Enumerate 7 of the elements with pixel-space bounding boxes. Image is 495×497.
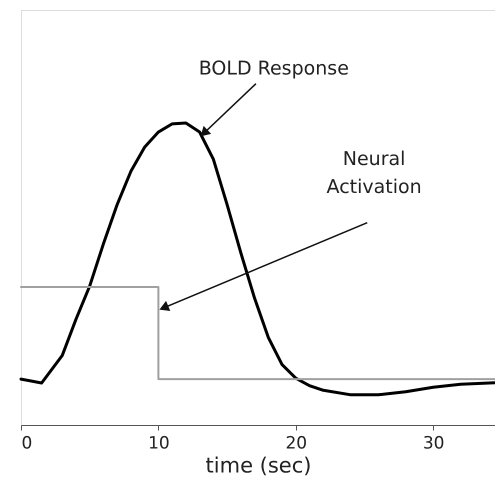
x-tick-label: 30 [422, 434, 444, 454]
x-tick-label: 20 [285, 434, 308, 454]
annotation: BOLD Response [198, 58, 349, 80]
x-tick-label: 0 [22, 434, 32, 454]
annotation: Neural Activation [326, 148, 422, 198]
x-tick-label: 10 [148, 434, 170, 454]
x-axis-title: time (sec) [206, 454, 312, 478]
